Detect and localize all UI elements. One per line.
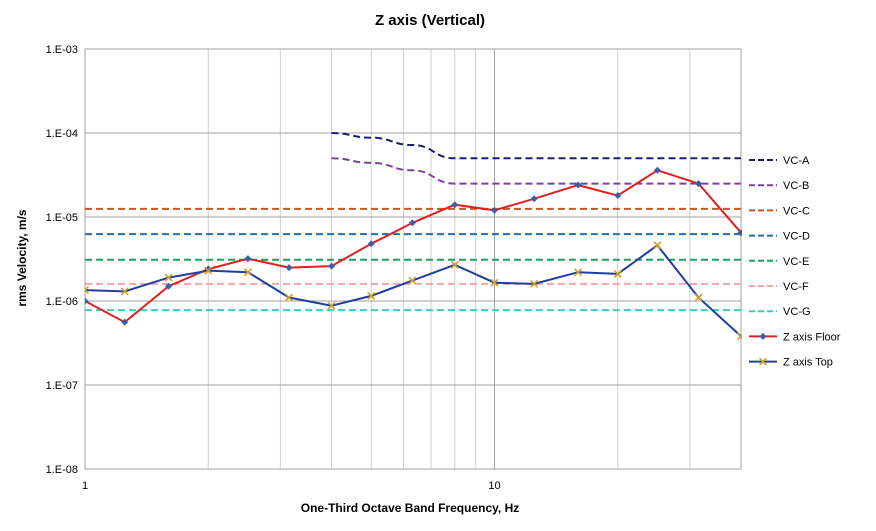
series-0-point bbox=[530, 195, 538, 203]
y-tick-label: 1.E-08 bbox=[46, 464, 78, 476]
series-0-point bbox=[695, 180, 703, 188]
series-0-point bbox=[285, 264, 293, 272]
series-1-point bbox=[530, 279, 539, 288]
grid bbox=[84, 48, 742, 470]
legend-label: VC-C bbox=[783, 205, 810, 217]
series-0-line bbox=[85, 169, 742, 324]
x-tick-label: 1 bbox=[82, 480, 88, 492]
series-1-point bbox=[694, 293, 703, 302]
legend-label: VC-D bbox=[783, 231, 810, 243]
y-axis-title: rms Velocity, m/s bbox=[15, 209, 29, 306]
criterion-vc-b-line bbox=[331, 157, 741, 185]
series-1-point bbox=[450, 260, 459, 269]
y-tick-label: 1.E-04 bbox=[46, 128, 78, 140]
series-lines bbox=[85, 166, 742, 341]
legend-item: Z axis Top bbox=[749, 357, 833, 369]
series-0-point bbox=[653, 166, 661, 174]
x-tick-label: 10 bbox=[488, 480, 500, 492]
legend-item: VC-A bbox=[749, 155, 810, 167]
series-1-point bbox=[327, 301, 336, 310]
series-1-point bbox=[490, 278, 499, 287]
criteria-lines bbox=[85, 132, 741, 312]
series-1-point bbox=[408, 276, 417, 285]
series-0-point bbox=[614, 192, 622, 200]
legend-item: VC-E bbox=[749, 256, 809, 268]
y-axis-ticks: 1.E-08 1.E-07 1.E-06 1.E-05 1.E-04 1.E-03 bbox=[46, 44, 78, 476]
legend-item: VC-D bbox=[749, 231, 810, 243]
series-1-point bbox=[284, 293, 294, 302]
series-0-point bbox=[165, 282, 173, 290]
series-1-point bbox=[367, 291, 376, 300]
y-tick-label: 1.E-05 bbox=[46, 212, 78, 224]
series-0-point bbox=[367, 240, 375, 248]
series-0-point bbox=[328, 262, 336, 270]
series-0-point bbox=[408, 219, 416, 227]
series-0-point bbox=[451, 201, 459, 209]
y-tick-label: 1.E-07 bbox=[46, 380, 78, 392]
plot-area bbox=[84, 48, 742, 470]
series-0-point bbox=[85, 297, 89, 305]
x-axis-title: One-Third Octave Band Frequency, Hz bbox=[301, 501, 519, 515]
series-0-point bbox=[574, 181, 582, 189]
series-1-point bbox=[85, 285, 90, 295]
legend-label: VC-B bbox=[783, 180, 809, 192]
legend-marker bbox=[759, 332, 767, 340]
y-tick-label: 1.E-06 bbox=[46, 296, 78, 308]
legend-item: VC-G bbox=[749, 306, 811, 318]
legend: VC-A VC-B VC-C VC-D VC-E VC-F VC-G Z axis Floor… bbox=[749, 155, 841, 369]
legend-label: Z axis Floor bbox=[783, 331, 841, 343]
series-1-point bbox=[736, 332, 742, 341]
legend-label: VC-F bbox=[783, 281, 809, 293]
series-1-point bbox=[120, 287, 129, 296]
series-1-line bbox=[85, 243, 742, 338]
legend-item: Z axis Floor bbox=[749, 331, 841, 343]
legend-item: VC-F bbox=[749, 281, 809, 293]
series-1-point bbox=[613, 269, 622, 278]
legend-marker bbox=[758, 357, 768, 366]
legend-label: Z axis Top bbox=[783, 357, 833, 369]
legend-item: VC-B bbox=[749, 180, 809, 192]
series-1-point bbox=[164, 273, 173, 282]
legend-label: VC-A bbox=[783, 155, 810, 167]
legend-item: VC-C bbox=[749, 205, 810, 217]
series-0-point bbox=[121, 318, 129, 326]
legend-label: VC-G bbox=[783, 306, 811, 318]
y-tick-label: 1.E-03 bbox=[46, 44, 78, 56]
criterion-vc-a-line bbox=[331, 132, 741, 160]
series-1-point bbox=[243, 268, 253, 277]
x-axis-ticks: 1 10 bbox=[82, 480, 501, 492]
series-1-point bbox=[573, 268, 583, 277]
series-0-point bbox=[244, 255, 252, 263]
series-1-point bbox=[204, 266, 213, 275]
legend-label: VC-E bbox=[783, 256, 809, 268]
chart-title: Z axis (Vertical) bbox=[375, 12, 485, 29]
series-1-point bbox=[653, 241, 662, 250]
series-0-point bbox=[490, 206, 498, 214]
series-0-point bbox=[737, 229, 742, 237]
